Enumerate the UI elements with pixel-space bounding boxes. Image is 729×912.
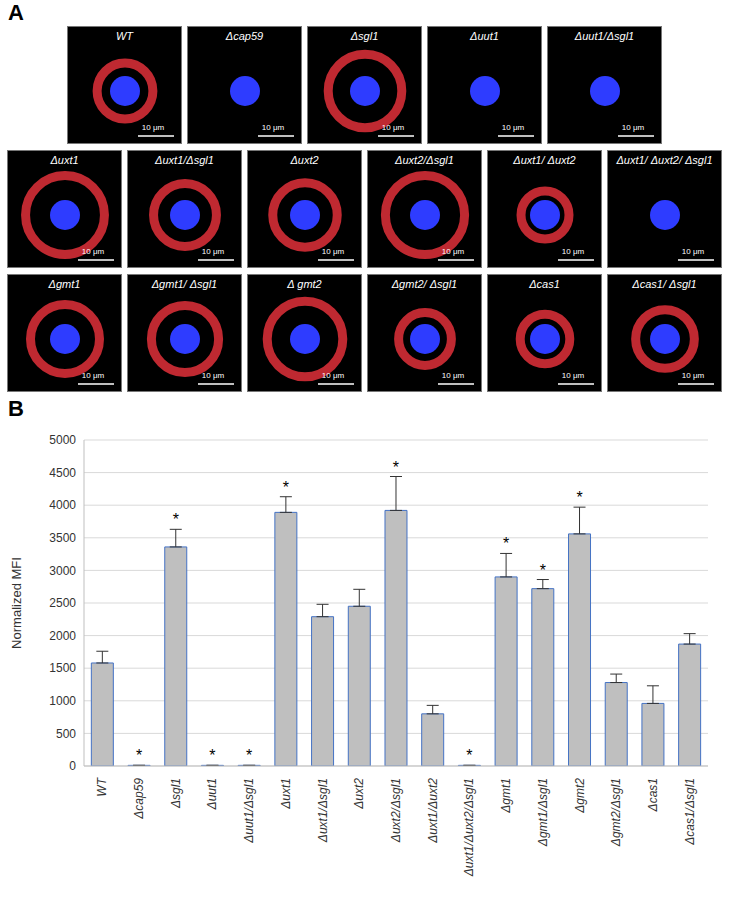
svg-text:*: *	[136, 747, 142, 764]
html-text:10 μm: 10 μm	[201, 371, 225, 380]
svg-text:5000: 5000	[49, 433, 76, 447]
svg-text:Δuxt2/Δsgl1: Δuxt2/Δsgl1	[389, 778, 403, 843]
svg-text:500: 500	[56, 727, 76, 741]
html-text:Δ gmt2: Δ gmt2	[287, 278, 322, 290]
html-text:10 μm: 10 μm	[321, 247, 345, 256]
html-text:Δuxt1/Δsgl1: Δuxt1/Δsgl1	[155, 154, 214, 166]
html-text:WT: WT	[115, 30, 133, 42]
svg-text:Δgmt1/Δsgl1: Δgmt1/Δsgl1	[536, 778, 550, 847]
svg-text:Δuxt1/Δsgl1: Δuxt1/Δsgl1	[316, 778, 330, 843]
html-text:10 μm: 10 μm	[681, 371, 705, 380]
svg-text:Δcas1: Δcas1	[646, 778, 660, 812]
html-text:Δcas1: Δcas1	[529, 278, 560, 290]
html-text:10 μm: 10 μm	[561, 371, 585, 380]
svg-text:Normalized MFI: Normalized MFI	[9, 557, 24, 649]
html-text:10 μm: 10 μm	[441, 371, 465, 380]
svg-text:Δuxt1/Δuxt2: Δuxt1/Δuxt2	[426, 778, 440, 844]
svg-text:4500: 4500	[49, 466, 76, 480]
html-text:10 μm: 10 μm	[561, 247, 585, 256]
html-text:Δuut1: Δuut1	[470, 30, 499, 42]
html-text:Δcap59: Δcap59	[225, 30, 264, 42]
html-text:10 μm: 10 μm	[621, 123, 645, 132]
svg-text:2500: 2500	[49, 596, 76, 610]
html-text:10 μm: 10 μm	[441, 247, 465, 256]
html-text:10 μm: 10 μm	[81, 247, 105, 256]
svg-text:4000: 4000	[49, 498, 76, 512]
svg-text:2000: 2000	[49, 629, 76, 643]
svg-text:*: *	[246, 747, 252, 764]
html-text:Δgmt1: Δgmt1	[48, 278, 81, 290]
svg-text:3000: 3000	[49, 564, 76, 578]
html-text:Δuxt2: Δuxt2	[290, 154, 319, 166]
svg-text:1500: 1500	[49, 661, 76, 675]
svg-text:0: 0	[69, 759, 76, 773]
svg-text:*: *	[540, 562, 546, 579]
html-text:A: A	[8, 0, 24, 25]
svg-text:3500: 3500	[49, 531, 76, 545]
svg-text:Δcap59: Δcap59	[132, 778, 146, 820]
html-text:Δgmt2/ Δsgl1: Δgmt2/ Δsgl1	[391, 278, 458, 290]
html-text:10 μm: 10 μm	[261, 123, 285, 132]
html-text:Δsgl1: Δsgl1	[350, 30, 379, 42]
svg-text:*: *	[576, 489, 582, 506]
html-text:10 μm: 10 μm	[141, 123, 165, 132]
svg-text:Δgmt1: Δgmt1	[499, 778, 513, 814]
svg-text:*: *	[173, 511, 179, 528]
svg-text:Δcas1/Δsgl1: Δcas1/Δsgl1	[683, 778, 697, 846]
svg-text:*: *	[283, 479, 289, 496]
html-text:10 μm: 10 μm	[81, 371, 105, 380]
html-text:Δuxt1/ Δuxt2: Δuxt1/ Δuxt2	[513, 154, 576, 166]
html-text:Δgmt1/ Δsgl1: Δgmt1/ Δsgl1	[151, 278, 218, 290]
svg-text:Δgmt2/Δsgl1: Δgmt2/Δsgl1	[609, 778, 623, 847]
html-text:Δuut1/Δsgl1: Δuut1/Δsgl1	[574, 30, 635, 42]
html-text:10 μm: 10 μm	[321, 371, 345, 380]
svg-text:1000: 1000	[49, 694, 76, 708]
svg-text:Δuut1/Δsgl1: Δuut1/Δsgl1	[242, 778, 256, 844]
svg-text:Δuut1: Δuut1	[205, 778, 219, 810]
html-text:B: B	[8, 396, 24, 421]
svg-text:Δuxt1/Δuxt2/Δsgl1: Δuxt1/Δuxt2/Δsgl1	[462, 778, 476, 877]
html-text:10 μm: 10 μm	[201, 247, 225, 256]
svg-text:Δuxt2: Δuxt2	[352, 778, 366, 810]
html-text:10 μm: 10 μm	[681, 247, 705, 256]
html-text:Δuxt1: Δuxt1	[50, 154, 79, 166]
svg-text:*: *	[393, 459, 399, 476]
html-text:10 μm: 10 μm	[381, 123, 405, 132]
html-text:Δuxt1/ Δuxt2/ Δsgl1: Δuxt1/ Δuxt2/ Δsgl1	[616, 154, 713, 166]
svg-text:Δuxt1: Δuxt1	[279, 778, 293, 810]
svg-text:Δgmt2: Δgmt2	[573, 778, 587, 814]
svg-text:*: *	[209, 747, 215, 764]
svg-text:*: *	[466, 747, 472, 764]
svg-text:Δsgl1: Δsgl1	[169, 778, 183, 809]
html-text:Δuxt2/Δsgl1: Δuxt2/Δsgl1	[395, 154, 454, 166]
html-text:10 μm: 10 μm	[501, 123, 525, 132]
svg-text:*: *	[503, 535, 509, 552]
html-text:Δcas1/ Δsgl1: Δcas1/ Δsgl1	[632, 278, 697, 290]
svg-text:WT: WT	[95, 776, 109, 796]
